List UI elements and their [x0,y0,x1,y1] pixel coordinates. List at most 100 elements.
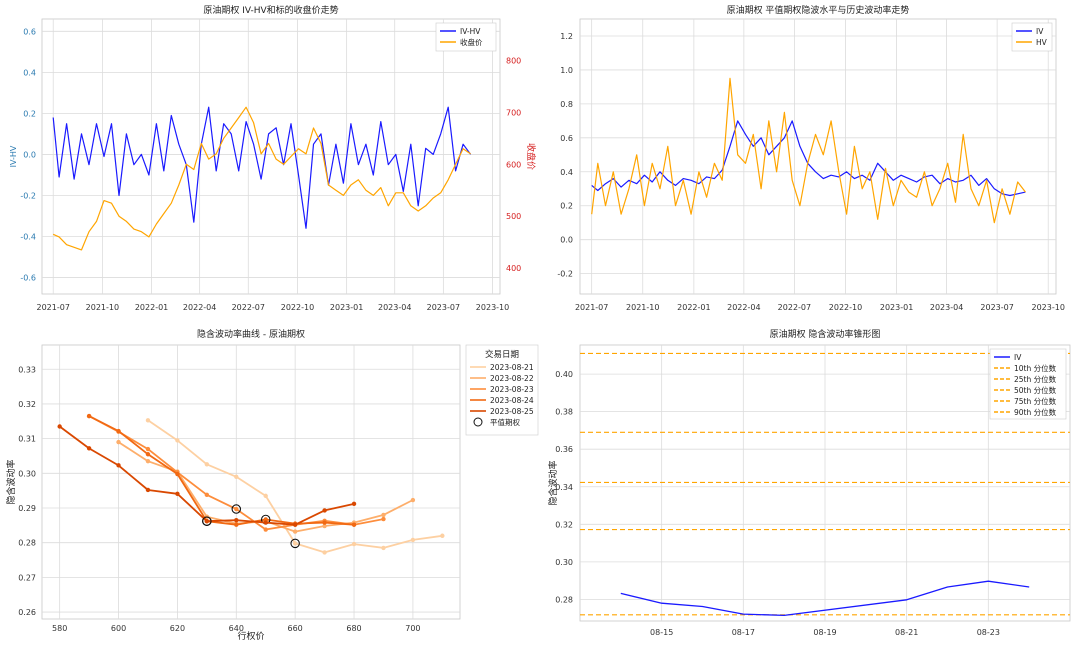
data-point [175,438,180,443]
legend-box [989,348,1067,420]
y-tick-label: 0.29 [18,504,36,513]
x-tick-label: 580 [52,624,67,633]
x-tick-label: 2022-01 [677,303,710,312]
x-tick-label: 08-17 [732,628,755,637]
plot-frame [579,18,1057,295]
data-point [175,491,180,496]
data-point [440,533,445,538]
x-tick-label: 620 [170,624,185,633]
y-tick-label: 0.8 [560,100,573,109]
chart-panel-2: -0.2 0.0 0.2 0.4 0.6 0.8 1.0 1.2 2021-07 2021-10 2… [557,4,1065,312]
x-tick-label: 2021-07 [37,303,70,312]
x-tick-label: 2023-07 [980,303,1013,312]
legend-label: 75th 分位数 [1014,396,1057,406]
x-tick-label: 600 [111,624,126,633]
y2-axis-label: 收盘价 [525,143,537,170]
y-tick-label: -0.4 [20,233,36,242]
data-point [263,520,268,525]
chart-panel-3: 0.26 0.27 0.28 0.29 0.30 0.31 0.32 0.33 580 600 62… [5,328,539,642]
data-point [263,527,268,532]
y-tick-label: 0.36 [555,445,573,454]
x-tick-label: 08-19 [813,628,836,637]
x-tick-label: 680 [346,624,361,633]
data-point [145,446,151,452]
data-point [145,458,151,464]
x-tick-label: 2023-04 [378,303,411,312]
legend-label: 25th 分位数 [1014,374,1057,384]
y-tick-label: 0.4 [560,168,573,177]
y-tick-label: 0.32 [18,400,36,409]
y-tick-label: -0.2 [557,270,573,279]
y-tick-label: 0.27 [18,573,36,582]
data-point [234,506,239,512]
x-tick-label: 2023-01 [330,303,363,312]
legend-label: IV [1014,353,1022,362]
legend-label: 2023-08-21 [490,363,534,372]
x-tick-label: 2021-07 [575,303,608,312]
legend-box [1011,22,1053,52]
x-tick-label: 2022-07 [778,303,811,312]
data-point [292,541,298,546]
y-axis-label: IV-HV [9,145,18,167]
y2-tick-label: 700 [506,108,521,117]
data-point [263,493,268,499]
x-tick-label: 640 [229,624,244,633]
y-tick-label: 0.2 [23,109,36,118]
data-point [116,439,121,445]
y-tick-label: -0.2 [20,191,36,200]
series-line [88,415,355,526]
data-point [351,522,357,527]
legend-swatch [473,417,483,427]
legend-box [435,22,497,52]
data-point [116,428,121,434]
data-point [145,418,151,423]
y-tick-label: 0.33 [18,365,36,374]
series-line-iv [620,580,1030,617]
y-tick-label: 1.2 [560,32,573,41]
data-point [292,522,298,527]
y-tick-label: 0.4 [23,68,36,77]
legend-title: 交易日期 [485,349,519,360]
data-point [263,517,268,522]
data-point [234,522,239,527]
y-tick-label: 0.26 [18,608,36,617]
data-point [204,462,210,467]
data-point [86,413,92,419]
data-point [145,452,151,457]
y-tick-label: 0.30 [555,558,573,567]
y-tick-label: 0.32 [555,520,573,529]
data-point [322,508,327,513]
data-point [116,463,121,468]
atm-marker [202,516,212,526]
legend-label: 收盘价 [460,37,483,47]
chart-title: 原油期权 隐含波动率锥形图 [770,328,881,340]
data-point [322,550,327,555]
y-tick-label: 0.6 [560,134,573,143]
data-point [145,487,151,493]
x-tick-label: 2022-10 [829,303,862,312]
x-tick-label: 2023-04 [930,303,963,312]
data-point [204,518,210,524]
x-tick-label: 700 [405,624,420,633]
data-point [381,512,386,518]
x-tick-label: 08-15 [650,628,673,637]
legend-label: IV-HV [460,27,481,36]
legend-box [465,344,539,436]
legend-label: 90th 分位数 [1014,407,1057,417]
y-tick-label: 0.30 [18,469,36,478]
x-tick-label: 08-21 [895,628,918,637]
data-point [381,516,386,522]
data-point [381,545,386,551]
data-point [86,446,92,451]
chart-panel-4: 0.28 0.30 0.32 0.34 0.36 0.38 0.40 08-15 08-17 08… [547,328,1071,637]
y-tick-label: 0.34 [555,483,573,492]
legend-label: IV [1036,27,1044,36]
plot-frame [41,18,501,295]
y-tick-label: 0.6 [23,27,36,36]
y2-tick-label: 500 [506,212,521,221]
x-tick-label: 2021-10 [626,303,659,312]
x-tick-label: 660 [288,624,303,633]
y-axis-label: 隐含波动率 [5,459,17,504]
y2-tick-label: 600 [506,160,521,169]
data-point [234,474,239,479]
